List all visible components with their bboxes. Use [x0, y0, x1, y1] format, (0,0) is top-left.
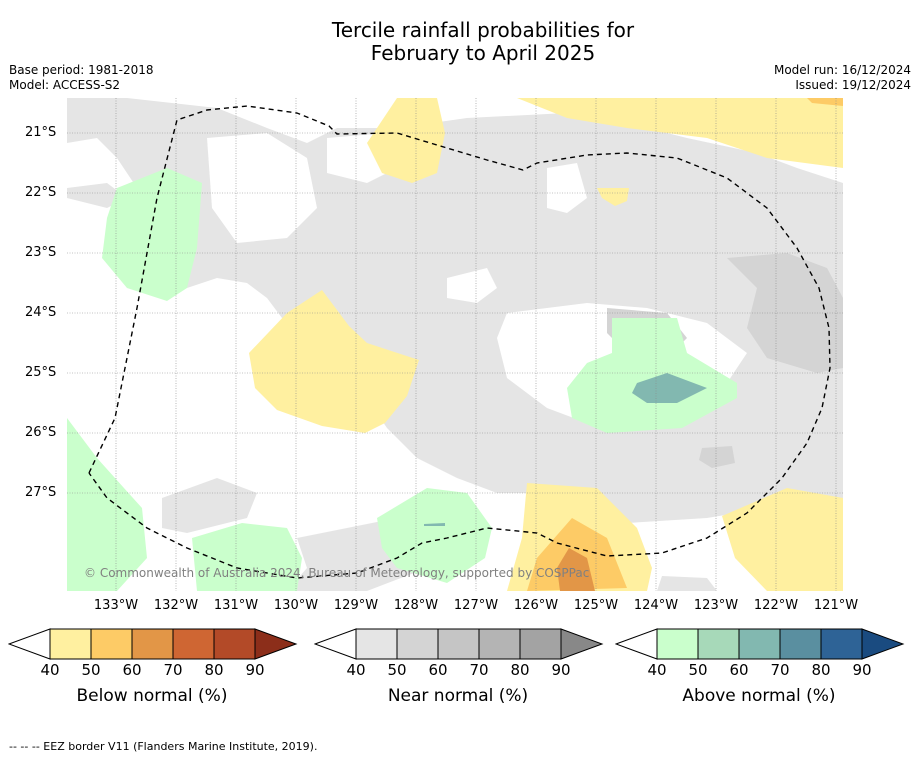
colorbar-below-normal — [8, 628, 298, 660]
lon-label-125w: 125°W — [573, 598, 619, 613]
lat-label-24s: 24°S — [25, 305, 57, 320]
above-tick-50: 50 — [688, 661, 708, 679]
swatch-above-70 — [779, 628, 822, 660]
lat-label-21s: 21°S — [25, 125, 57, 140]
lon-label-131w: 131°W — [213, 598, 259, 613]
above-normal-east — [567, 318, 737, 433]
swatch-above-50 — [697, 628, 740, 660]
eez-border — [88, 105, 831, 579]
model-run: Model run: 16/12/2024 — [773, 63, 911, 77]
near-normal-south-center — [657, 576, 717, 591]
lat-label-27s: 27°S — [25, 485, 57, 500]
lon-label-130w: 130°W — [273, 598, 319, 613]
lon-label-121w: 121°W — [813, 598, 859, 613]
above-normal-east-60 — [632, 373, 707, 403]
near-tick-50: 50 — [387, 661, 407, 679]
above-normal-northwest — [102, 168, 202, 301]
below-tick-40: 40 — [40, 661, 60, 679]
lat-label-25s: 25°S — [25, 365, 57, 380]
lon-label-124w: 124°W — [633, 598, 679, 613]
lat-label-23s: 23°S — [25, 245, 57, 260]
model-name: Model: ACCESS-S2 — [9, 78, 121, 92]
near-tick-40: 40 — [346, 661, 366, 679]
swatch-below-90 — [254, 628, 298, 660]
colorbar-near-normal — [314, 628, 604, 660]
below-tick-90: 90 — [245, 661, 265, 679]
swatch-below-40 — [49, 628, 92, 660]
near-tick-80: 80 — [510, 661, 530, 679]
map-gridlines — [67, 98, 843, 591]
above-tick-80: 80 — [811, 661, 831, 679]
lon-label-133w: 133°W — [93, 598, 139, 613]
swatch-below-70 — [172, 628, 215, 660]
below-tick-60: 60 — [122, 661, 142, 679]
title-line-1: Tercile rainfall probabilities for — [331, 18, 635, 42]
colorbar-above-normal — [615, 628, 905, 660]
near-tick-60: 60 — [428, 661, 448, 679]
above-tick-90: 90 — [852, 661, 872, 679]
swatch-near-80 — [519, 628, 562, 660]
below-normal-title: Below normal (%) — [76, 686, 228, 706]
swatch-near-60 — [437, 628, 480, 660]
swatch-above-60 — [738, 628, 781, 660]
meta-left: Base period: 1981-2018 Model: ACCESS-S2 — [9, 63, 154, 93]
meta-right: Model run: 16/12/2024 Issued: 19/12/2024 — [774, 63, 911, 93]
swatch-below-60 — [131, 628, 174, 660]
eez-footnote: -- -- -- EEZ border V11 (Flanders Marine… — [9, 740, 318, 753]
swatch-near-50 — [396, 628, 439, 660]
swatch-below-50 — [90, 628, 133, 660]
lat-label-22s: 22°S — [25, 185, 57, 200]
below-tick-50: 50 — [81, 661, 101, 679]
above-normal-southwest — [192, 523, 302, 591]
below-normal-north-center — [367, 98, 445, 183]
near-tick-90: 90 — [551, 661, 571, 679]
below-normal-south-60 — [557, 548, 595, 591]
above-normal-south-center — [377, 488, 492, 583]
near-normal-southwest — [162, 478, 257, 533]
swatch-near-70 — [478, 628, 521, 660]
above-normal-title: Above normal (%) — [682, 686, 836, 706]
near-normal-west-strip — [67, 183, 127, 208]
lon-label-126w: 126°W — [513, 598, 559, 613]
above-tick-60: 60 — [729, 661, 749, 679]
swatch-near-90 — [560, 628, 604, 660]
lon-label-129w: 129°W — [333, 598, 379, 613]
below-normal-small — [597, 188, 629, 206]
above-normal-west-edge — [67, 418, 147, 591]
below-normal-southeast — [722, 488, 843, 591]
probability-map — [67, 98, 843, 591]
lon-label-127w: 127°W — [453, 598, 499, 613]
swatch-near-40 — [355, 628, 398, 660]
swatch-above-90 — [861, 628, 905, 660]
lat-label-26s: 26°S — [25, 425, 57, 440]
below-tick-70: 70 — [163, 661, 183, 679]
lon-label-123w: 123°W — [693, 598, 739, 613]
map-canvas — [67, 98, 843, 591]
lon-label-122w: 122°W — [753, 598, 799, 613]
copyright-notice: © Commonwealth of Australia 2024, Bureau… — [84, 566, 590, 580]
above-tick-70: 70 — [770, 661, 790, 679]
swatch-above-80 — [820, 628, 863, 660]
below-normal-central — [249, 290, 419, 433]
near-normal-title: Near normal (%) — [387, 686, 529, 706]
swatch-below-80 — [213, 628, 256, 660]
above-tick-40: 40 — [647, 661, 667, 679]
near-tick-70: 70 — [469, 661, 489, 679]
below-tick-80: 80 — [204, 661, 224, 679]
above-normal-regions — [67, 168, 737, 591]
swatch-above-40 — [656, 628, 699, 660]
title-line-2: February to April 2025 — [370, 41, 596, 65]
map-title: Tercile rainfall probabilities for Febru… — [0, 19, 919, 65]
below-normal-northeast-50 — [807, 98, 843, 106]
issued-date: Issued: 19/12/2024 — [795, 78, 911, 92]
lon-label-128w: 128°W — [393, 598, 439, 613]
base-period: Base period: 1981-2018 — [9, 63, 154, 77]
lon-label-132w: 132°W — [153, 598, 199, 613]
